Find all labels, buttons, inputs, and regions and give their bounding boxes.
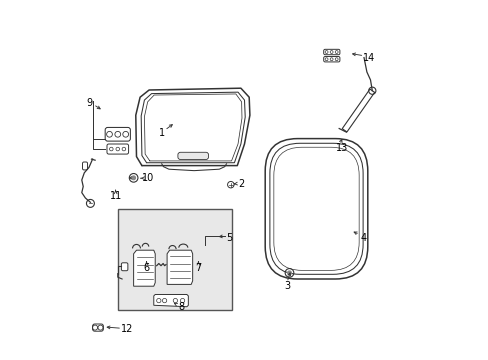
Text: 8: 8 — [179, 302, 184, 312]
Text: 3: 3 — [284, 281, 289, 291]
Circle shape — [116, 147, 120, 151]
Polygon shape — [167, 250, 192, 284]
Text: 12: 12 — [121, 324, 133, 334]
Circle shape — [329, 58, 332, 61]
FancyBboxPatch shape — [269, 143, 363, 274]
Circle shape — [325, 51, 327, 54]
Polygon shape — [342, 89, 374, 132]
FancyBboxPatch shape — [323, 57, 339, 62]
Circle shape — [122, 131, 128, 137]
Circle shape — [335, 58, 337, 61]
Circle shape — [180, 298, 184, 303]
FancyBboxPatch shape — [105, 127, 130, 141]
Text: 10: 10 — [142, 173, 154, 183]
Circle shape — [287, 271, 291, 275]
Circle shape — [325, 58, 327, 61]
FancyBboxPatch shape — [273, 147, 358, 270]
FancyBboxPatch shape — [92, 324, 103, 331]
Text: 2: 2 — [237, 179, 244, 189]
Text: 6: 6 — [143, 263, 149, 273]
FancyBboxPatch shape — [264, 139, 367, 279]
Polygon shape — [133, 250, 155, 286]
Circle shape — [132, 176, 135, 180]
Circle shape — [122, 147, 125, 151]
Text: 14: 14 — [362, 53, 374, 63]
Circle shape — [109, 147, 113, 151]
Circle shape — [106, 131, 112, 137]
FancyBboxPatch shape — [82, 162, 87, 170]
Text: 13: 13 — [336, 143, 348, 153]
Polygon shape — [153, 294, 188, 307]
FancyBboxPatch shape — [118, 209, 232, 310]
Text: 5: 5 — [226, 233, 232, 243]
FancyBboxPatch shape — [323, 49, 339, 55]
Text: 1: 1 — [158, 128, 164, 138]
Circle shape — [115, 131, 121, 137]
Text: 7: 7 — [195, 263, 201, 273]
Text: 9: 9 — [86, 98, 92, 108]
Circle shape — [156, 298, 161, 303]
Circle shape — [335, 51, 337, 54]
Circle shape — [329, 51, 332, 54]
FancyBboxPatch shape — [178, 152, 208, 159]
Text: 11: 11 — [109, 191, 122, 201]
Circle shape — [162, 298, 166, 303]
Circle shape — [173, 298, 177, 303]
FancyBboxPatch shape — [107, 144, 128, 154]
FancyBboxPatch shape — [121, 263, 127, 271]
Text: 4: 4 — [360, 233, 366, 243]
